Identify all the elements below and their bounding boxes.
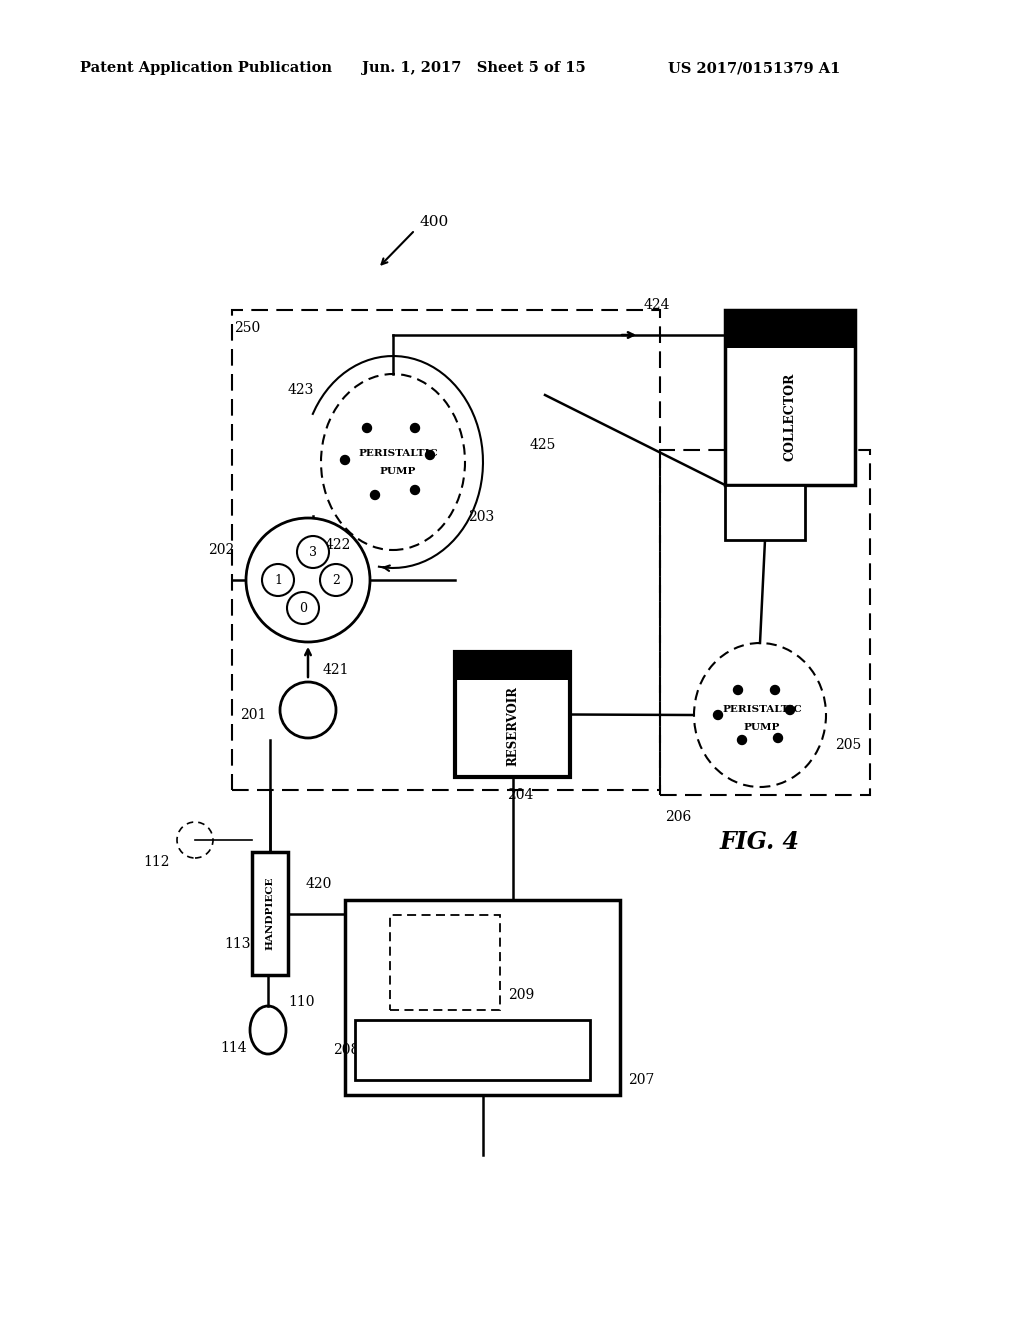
Circle shape: [246, 517, 370, 642]
Bar: [660, 450, 870, 795]
Bar: [390, 915, 500, 1010]
Text: RESERVOIR: RESERVOIR: [506, 686, 519, 767]
Circle shape: [733, 685, 742, 694]
Bar: [252, 851, 288, 975]
Bar: [725, 310, 855, 348]
Text: 422: 422: [325, 539, 351, 552]
Text: 112: 112: [143, 855, 170, 869]
Bar: [725, 310, 855, 484]
Text: 423: 423: [288, 383, 314, 397]
Circle shape: [280, 682, 336, 738]
Text: 400: 400: [420, 215, 450, 228]
Text: Jun. 1, 2017   Sheet 5 of 15: Jun. 1, 2017 Sheet 5 of 15: [362, 61, 586, 75]
Circle shape: [737, 735, 746, 744]
Text: PUMP: PUMP: [380, 467, 416, 477]
Text: 209: 209: [508, 987, 535, 1002]
Text: 2: 2: [332, 573, 340, 586]
Circle shape: [287, 591, 319, 624]
Text: HANDPIECE: HANDPIECE: [265, 876, 274, 950]
Text: US 2017/0151379 A1: US 2017/0151379 A1: [668, 61, 841, 75]
Circle shape: [371, 491, 380, 499]
Text: 204: 204: [508, 788, 534, 803]
Text: PERISTALTIC: PERISTALTIC: [722, 705, 802, 714]
Bar: [345, 900, 620, 1096]
Text: 0: 0: [299, 602, 307, 615]
Text: COLLECTOR: COLLECTOR: [783, 372, 797, 461]
Ellipse shape: [694, 643, 826, 787]
Text: 420: 420: [306, 876, 333, 891]
Text: 203: 203: [468, 510, 495, 524]
Text: 207: 207: [628, 1073, 654, 1086]
Text: 205: 205: [835, 738, 861, 752]
Text: 208: 208: [333, 1043, 359, 1057]
Text: 250: 250: [234, 321, 260, 335]
Text: 114: 114: [220, 1041, 247, 1055]
Circle shape: [714, 710, 723, 719]
Bar: [355, 1020, 590, 1080]
Circle shape: [785, 705, 795, 714]
Bar: [455, 652, 570, 777]
Text: 110: 110: [288, 995, 314, 1008]
Ellipse shape: [321, 374, 465, 550]
Text: PERISTALTIC: PERISTALTIC: [358, 450, 438, 458]
Text: 425: 425: [530, 438, 556, 451]
Bar: [232, 310, 660, 789]
Text: 206: 206: [665, 810, 691, 824]
Circle shape: [341, 455, 349, 465]
Circle shape: [262, 564, 294, 597]
Text: FIG. 4: FIG. 4: [720, 830, 800, 854]
Circle shape: [297, 536, 329, 568]
Text: 421: 421: [323, 663, 349, 677]
Text: 201: 201: [240, 708, 266, 722]
Circle shape: [773, 734, 782, 742]
Text: PUMP: PUMP: [743, 722, 780, 731]
Circle shape: [319, 564, 352, 597]
Text: 202: 202: [208, 543, 234, 557]
Bar: [725, 484, 805, 540]
Text: Patent Application Publication: Patent Application Publication: [80, 61, 332, 75]
Text: 1: 1: [274, 573, 282, 586]
Text: 3: 3: [309, 545, 317, 558]
Text: 113: 113: [224, 936, 251, 950]
Circle shape: [770, 685, 779, 694]
Circle shape: [426, 450, 434, 459]
Circle shape: [411, 486, 420, 495]
Text: 424: 424: [644, 298, 671, 312]
Circle shape: [411, 424, 420, 433]
Bar: [455, 652, 570, 680]
Circle shape: [362, 424, 372, 433]
